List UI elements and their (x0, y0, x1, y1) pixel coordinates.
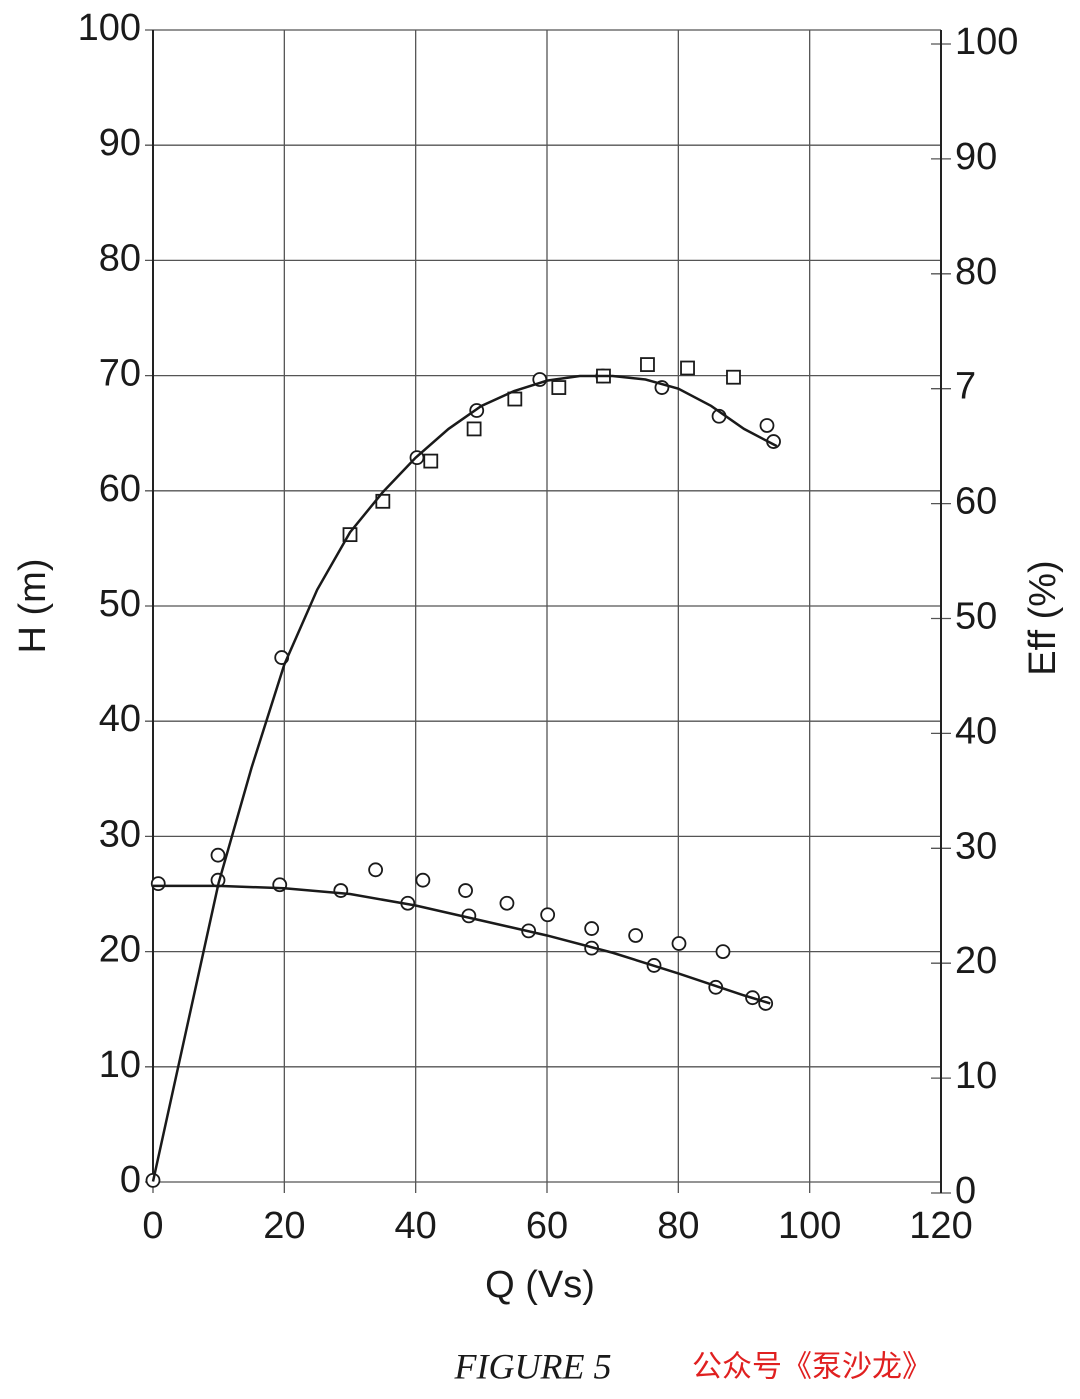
point (584, 921, 600, 936)
y-tick-label: 10 (99, 1044, 141, 1086)
point (507, 391, 523, 407)
fit-curve (151, 374, 778, 1182)
point (628, 928, 644, 943)
point (671, 936, 687, 951)
fit-curve (153, 884, 771, 1005)
watermark: 公众号《泵沙龙》 (692, 1350, 932, 1385)
point (150, 876, 166, 892)
y2-tick-label: 20 (955, 940, 997, 982)
point (551, 380, 567, 395)
point (680, 360, 695, 376)
x-tick-label: 0 (142, 1205, 163, 1247)
point (423, 453, 439, 469)
point (499, 895, 515, 911)
y-tick-label: 0 (120, 1159, 141, 1201)
x-tick-label: 40 (395, 1205, 437, 1247)
y-tick-label: 50 (99, 583, 141, 625)
y-tick-label: 60 (99, 468, 141, 510)
y-axis-label: H (m) (12, 559, 54, 654)
y2-tick-label: 80 (955, 251, 997, 293)
point (715, 944, 731, 959)
y-tick-label: 20 (99, 929, 141, 971)
y-tick-label: 70 (99, 353, 141, 395)
y2-tick-label: 100 (955, 21, 1018, 63)
point (333, 883, 349, 898)
point (415, 872, 431, 888)
point (368, 862, 384, 878)
y2-tick-label: 50 (955, 596, 997, 638)
x-tick-label: 120 (909, 1205, 972, 1247)
y2-tick-label: 7 (955, 366, 976, 408)
y2-tick-label: 10 (955, 1055, 997, 1097)
y2-tick-label: 60 (955, 481, 997, 523)
y2-tick-label: 0 (955, 1170, 976, 1212)
x-axis-label: Q (Vs) (485, 1264, 595, 1306)
y2-tick-label: 40 (955, 710, 997, 752)
y-tick-label: 30 (99, 813, 141, 855)
caption: FIGURE 5 (454, 1346, 612, 1386)
y-tick-label: 80 (99, 237, 141, 279)
point (458, 883, 473, 898)
point (759, 418, 775, 433)
point (640, 357, 655, 372)
y-tick-label: 40 (99, 698, 141, 740)
point (210, 847, 226, 863)
y2-axis-label: Eff (%) (1022, 560, 1064, 675)
y2-tick-label: 90 (955, 136, 997, 178)
point (726, 369, 741, 385)
x-tick-label: 20 (263, 1205, 305, 1247)
point (466, 421, 482, 437)
x-tick-label: 100 (778, 1205, 841, 1247)
x-tick-label: 60 (526, 1205, 568, 1247)
y-tick-label: 100 (78, 7, 141, 49)
y2-tick-label: 30 (955, 825, 997, 867)
x-tick-label: 80 (657, 1205, 699, 1247)
y-tick-label: 90 (99, 122, 141, 164)
point (540, 907, 556, 923)
